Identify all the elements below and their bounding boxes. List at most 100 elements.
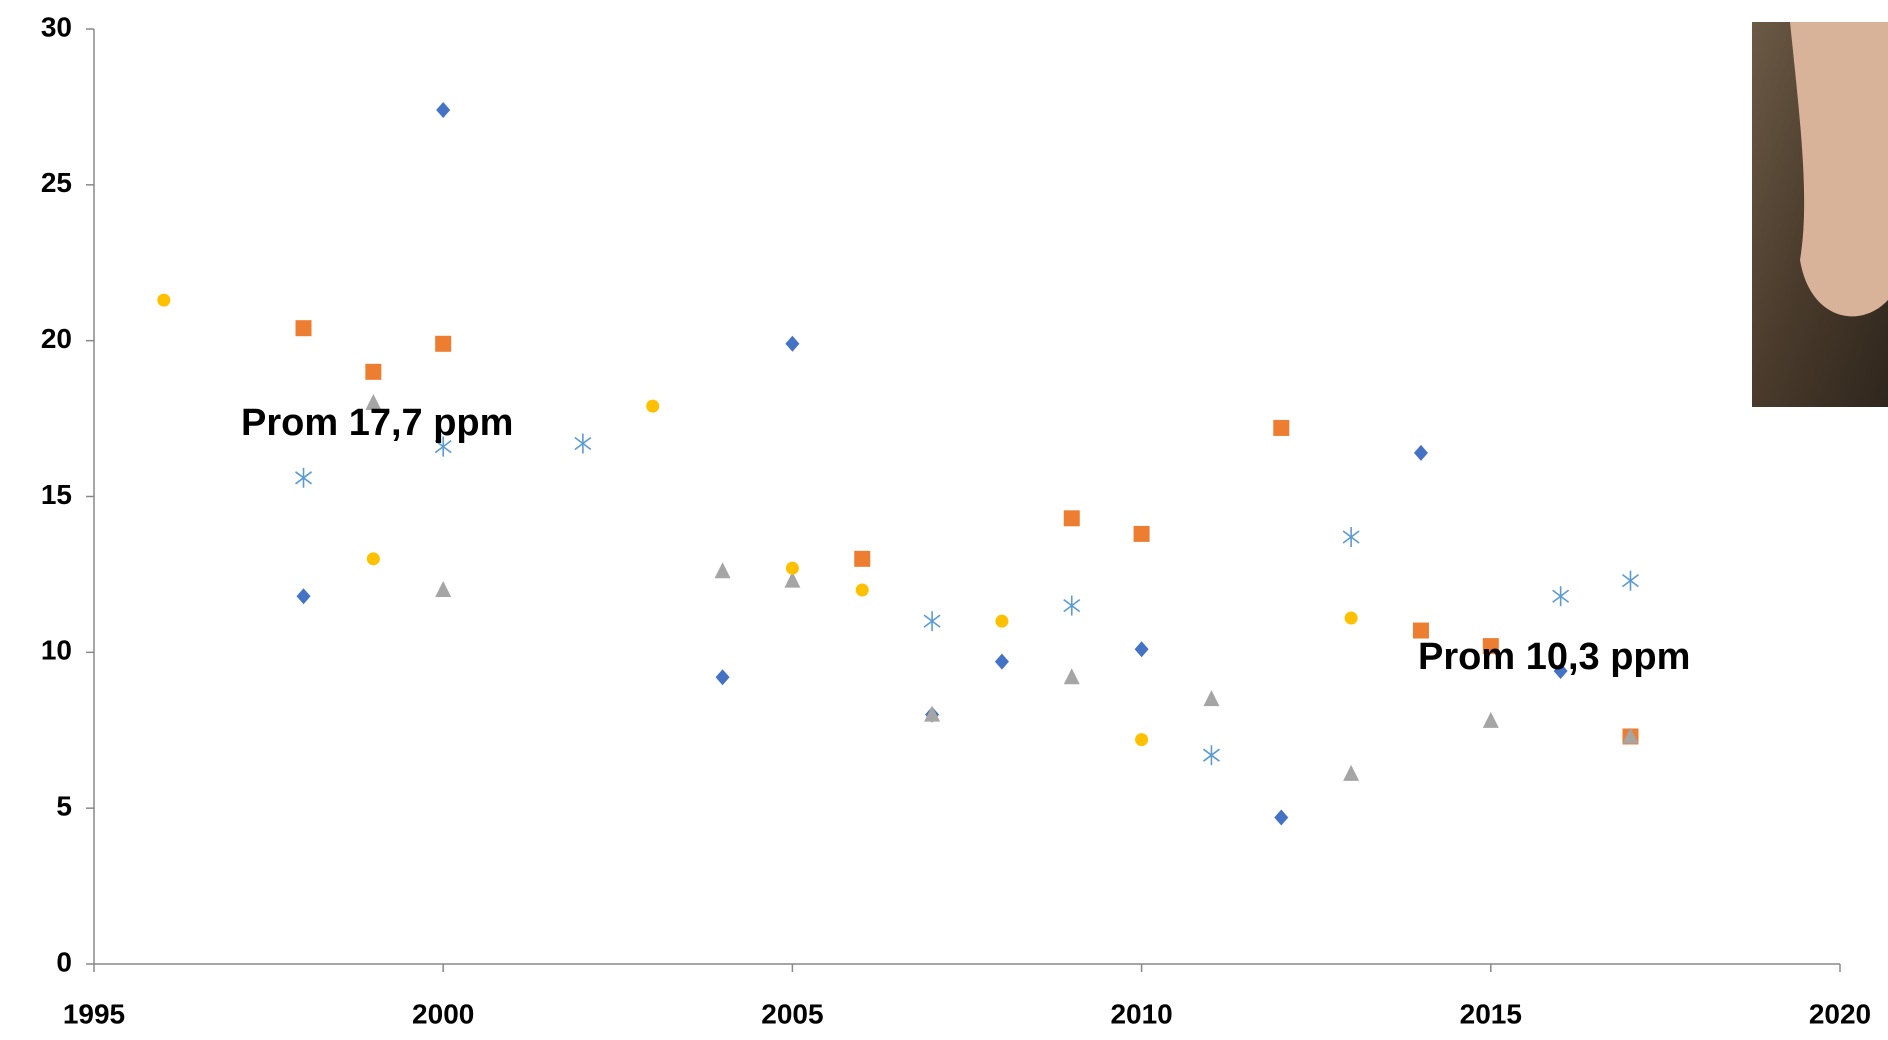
point <box>923 611 941 632</box>
asterisk-stroke <box>923 614 941 628</box>
point <box>995 614 1009 628</box>
x-tick-label: 2020 <box>1809 998 1871 1029</box>
diamond <box>715 669 730 686</box>
point <box>1412 622 1429 639</box>
point <box>855 583 869 597</box>
point <box>714 562 731 579</box>
point <box>1273 419 1290 436</box>
square <box>1133 525 1150 542</box>
circle <box>855 583 869 597</box>
point <box>296 588 311 605</box>
point <box>295 320 312 337</box>
circle <box>646 399 660 413</box>
y-tick-label: 0 <box>56 946 72 977</box>
diamond <box>785 335 800 352</box>
square <box>435 335 452 352</box>
triangle <box>714 562 731 579</box>
photo <box>1752 22 1888 407</box>
point <box>1552 586 1570 607</box>
asterisk-stroke <box>1552 589 1570 603</box>
point <box>924 705 941 722</box>
triangle <box>365 394 382 410</box>
point <box>1482 711 1499 728</box>
diamond <box>1553 663 1568 680</box>
point <box>1553 663 1568 680</box>
asterisk-stroke <box>1202 748 1220 762</box>
circle <box>995 614 1009 628</box>
point <box>1413 444 1428 461</box>
circle <box>1135 733 1149 747</box>
point <box>1342 527 1360 548</box>
circle <box>157 293 171 307</box>
point <box>157 293 171 307</box>
y-tick-label: 20 <box>41 323 72 354</box>
x-tick-label: 2005 <box>761 998 823 1029</box>
point <box>1344 611 1358 625</box>
x-tick-label: 2015 <box>1460 998 1522 1029</box>
point <box>785 335 800 352</box>
triangle <box>1203 690 1220 707</box>
point <box>785 561 799 575</box>
point <box>1482 638 1499 655</box>
square <box>1273 419 1290 436</box>
circle <box>1344 611 1358 625</box>
point <box>365 394 382 410</box>
point <box>784 571 801 588</box>
triangle <box>924 705 941 722</box>
x-tick-label: 1995 <box>63 998 125 1029</box>
y-tick-label: 5 <box>56 791 72 822</box>
point <box>715 669 730 686</box>
point <box>295 467 312 488</box>
point <box>1134 641 1149 658</box>
diamond <box>1134 641 1149 658</box>
diamond <box>296 588 311 605</box>
x-tick-label: 2010 <box>1110 998 1172 1029</box>
square <box>295 320 312 337</box>
y-tick-label: 10 <box>41 635 72 666</box>
triangle <box>435 581 452 597</box>
circle <box>366 552 380 566</box>
y-tick-label: 25 <box>41 167 72 198</box>
diamond <box>436 102 451 119</box>
asterisk-stroke <box>1342 530 1360 544</box>
asterisk-stroke <box>574 436 592 451</box>
point <box>435 581 452 597</box>
y-tick-label: 30 <box>41 11 72 42</box>
square <box>854 550 871 567</box>
square <box>365 363 382 380</box>
triangle <box>1063 668 1080 685</box>
triangle <box>1622 727 1639 744</box>
point <box>1135 733 1149 747</box>
diamond <box>1274 809 1289 826</box>
point <box>574 433 592 454</box>
point <box>1274 809 1289 826</box>
asterisk-stroke <box>1621 574 1639 588</box>
point <box>1621 570 1639 591</box>
square <box>1482 638 1499 655</box>
point <box>366 552 380 566</box>
square <box>1412 622 1429 639</box>
point <box>1622 727 1639 744</box>
x-tick-label: 2000 <box>412 998 474 1029</box>
point <box>854 550 871 567</box>
point <box>646 399 660 413</box>
point <box>1343 764 1360 781</box>
triangle <box>1343 764 1360 781</box>
point <box>1203 690 1220 707</box>
square <box>1063 510 1080 527</box>
point <box>1063 668 1080 685</box>
photo-hand <box>1790 22 1888 317</box>
annotation: Prom 17,7 ppm <box>241 402 513 444</box>
point <box>1133 525 1150 542</box>
circle <box>785 561 799 575</box>
triangle <box>784 571 801 588</box>
diamond <box>994 653 1009 670</box>
point <box>436 102 451 119</box>
point <box>994 653 1009 670</box>
annotation: Prom 10,3 ppm <box>1418 636 1690 678</box>
point <box>435 335 452 352</box>
asterisk-stroke <box>434 439 452 454</box>
y-tick-label: 15 <box>41 479 72 510</box>
